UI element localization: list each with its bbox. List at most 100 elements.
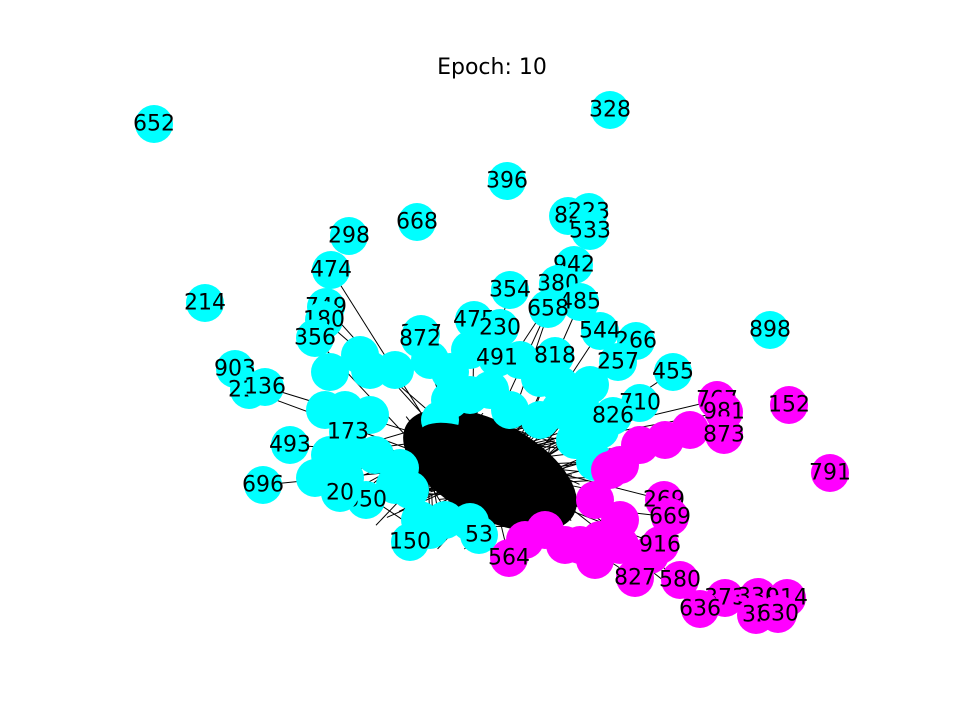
edge-bundle — [416, 422, 544, 508]
graph-node-827: 827 — [614, 559, 656, 597]
node-label: 916 — [639, 533, 681, 558]
graph-node-173: 173 — [327, 413, 369, 451]
node-label: 872 — [399, 327, 441, 352]
node-label: 257 — [597, 350, 639, 375]
graph-node-898: 898 — [749, 311, 791, 349]
graph-node-266: 266 — [615, 322, 657, 360]
node-label: 630 — [757, 602, 799, 627]
node-disc — [391, 523, 429, 561]
node-disc — [135, 105, 173, 143]
node-label: 826 — [592, 404, 634, 429]
node-disc — [571, 212, 609, 250]
graph-node — [521, 401, 559, 439]
node-disc — [681, 590, 719, 628]
graph-node-455: 455 — [652, 353, 694, 391]
graph-node-533: 533 — [569, 212, 611, 250]
node-label: 136 — [244, 375, 286, 400]
node-label: 356 — [294, 326, 336, 351]
graph-node-668: 668 — [396, 203, 438, 241]
node-disc — [244, 466, 282, 504]
node-label: 396 — [486, 169, 528, 194]
node-disc — [591, 91, 629, 129]
graph-node-791: 791 — [809, 454, 851, 492]
graph-node — [601, 446, 639, 484]
node-disc — [599, 343, 637, 381]
node-disc — [490, 539, 528, 577]
graph-node-53: 53 — [460, 516, 498, 554]
node-disc — [312, 251, 350, 289]
graph-node-826: 826 — [592, 397, 634, 435]
graph-node-136: 136 — [244, 368, 286, 406]
node-disc — [641, 526, 679, 564]
graph-node-544: 544 — [579, 312, 621, 350]
node-label: 696 — [242, 473, 284, 498]
graph-node-328: 328 — [589, 91, 631, 129]
node-disc — [460, 516, 498, 554]
node-label: 658 — [527, 297, 569, 322]
node-disc — [271, 426, 309, 464]
node-disc — [536, 337, 574, 375]
edge — [545, 442, 552, 465]
graph-node-474: 474 — [310, 251, 352, 289]
graph-node-152: 152 — [768, 386, 810, 424]
node-label: 668 — [396, 210, 438, 235]
node-disc — [321, 474, 359, 512]
graph-node-652: 652 — [133, 105, 175, 143]
node-label: 173 — [327, 420, 369, 445]
node-label: 152 — [768, 393, 810, 418]
graph-node-396: 396 — [486, 162, 528, 200]
graph-node-491: 491 — [476, 339, 518, 377]
node-label: 791 — [809, 461, 851, 486]
graph-node-354: 354 — [489, 271, 531, 309]
node-disc — [401, 320, 439, 358]
graph-node-257: 257 — [597, 343, 639, 381]
node-label: 564 — [488, 546, 530, 571]
node-disc — [594, 397, 632, 435]
node-disc — [770, 386, 808, 424]
node-disc — [296, 319, 334, 357]
graph-node-873: 873 — [703, 416, 745, 454]
graph-node-580: 580 — [659, 561, 701, 599]
node-label: 533 — [569, 219, 611, 244]
node-label: 669 — [649, 505, 691, 530]
node-disc — [661, 561, 699, 599]
graph-node-696: 696 — [242, 466, 284, 504]
graph-node — [671, 411, 709, 449]
node-label: 150 — [389, 530, 431, 555]
node-disc — [654, 353, 692, 391]
node-disc — [759, 595, 797, 633]
graph-node — [311, 353, 349, 391]
graph-node-485: 485 — [559, 283, 601, 321]
node-disc — [488, 162, 526, 200]
graph-node-230: 230 — [479, 309, 521, 347]
node-label: 491 — [476, 346, 518, 371]
graph-node-493: 493 — [269, 426, 311, 464]
node-disc — [186, 284, 224, 322]
graph-node-214: 214 — [184, 284, 226, 322]
graph-node-356: 356 — [294, 319, 336, 357]
graph-node — [376, 466, 414, 504]
node-label: 20 — [326, 481, 354, 506]
graph-node — [601, 526, 639, 564]
node-label: 652 — [133, 112, 175, 137]
node-disc — [329, 413, 367, 451]
node-disc — [481, 309, 519, 347]
node-label: 474 — [310, 258, 352, 283]
node-disc — [561, 283, 599, 321]
graph-node-630: 630 — [757, 595, 799, 633]
edge — [414, 466, 454, 496]
node-disc — [398, 203, 436, 241]
graph-node — [376, 351, 414, 389]
node-label: 873 — [703, 423, 745, 448]
graph-node — [526, 511, 564, 549]
graph-node-916: 916 — [639, 526, 681, 564]
node-label: 827 — [614, 566, 656, 591]
graph-node-150: 150 — [389, 523, 431, 561]
graph-title: Epoch: 10 — [437, 55, 547, 80]
node-label: 298 — [328, 224, 370, 249]
node-label: 230 — [479, 316, 521, 341]
node-disc — [705, 416, 743, 454]
node-label: 214 — [184, 291, 226, 316]
node-label: 898 — [749, 318, 791, 343]
